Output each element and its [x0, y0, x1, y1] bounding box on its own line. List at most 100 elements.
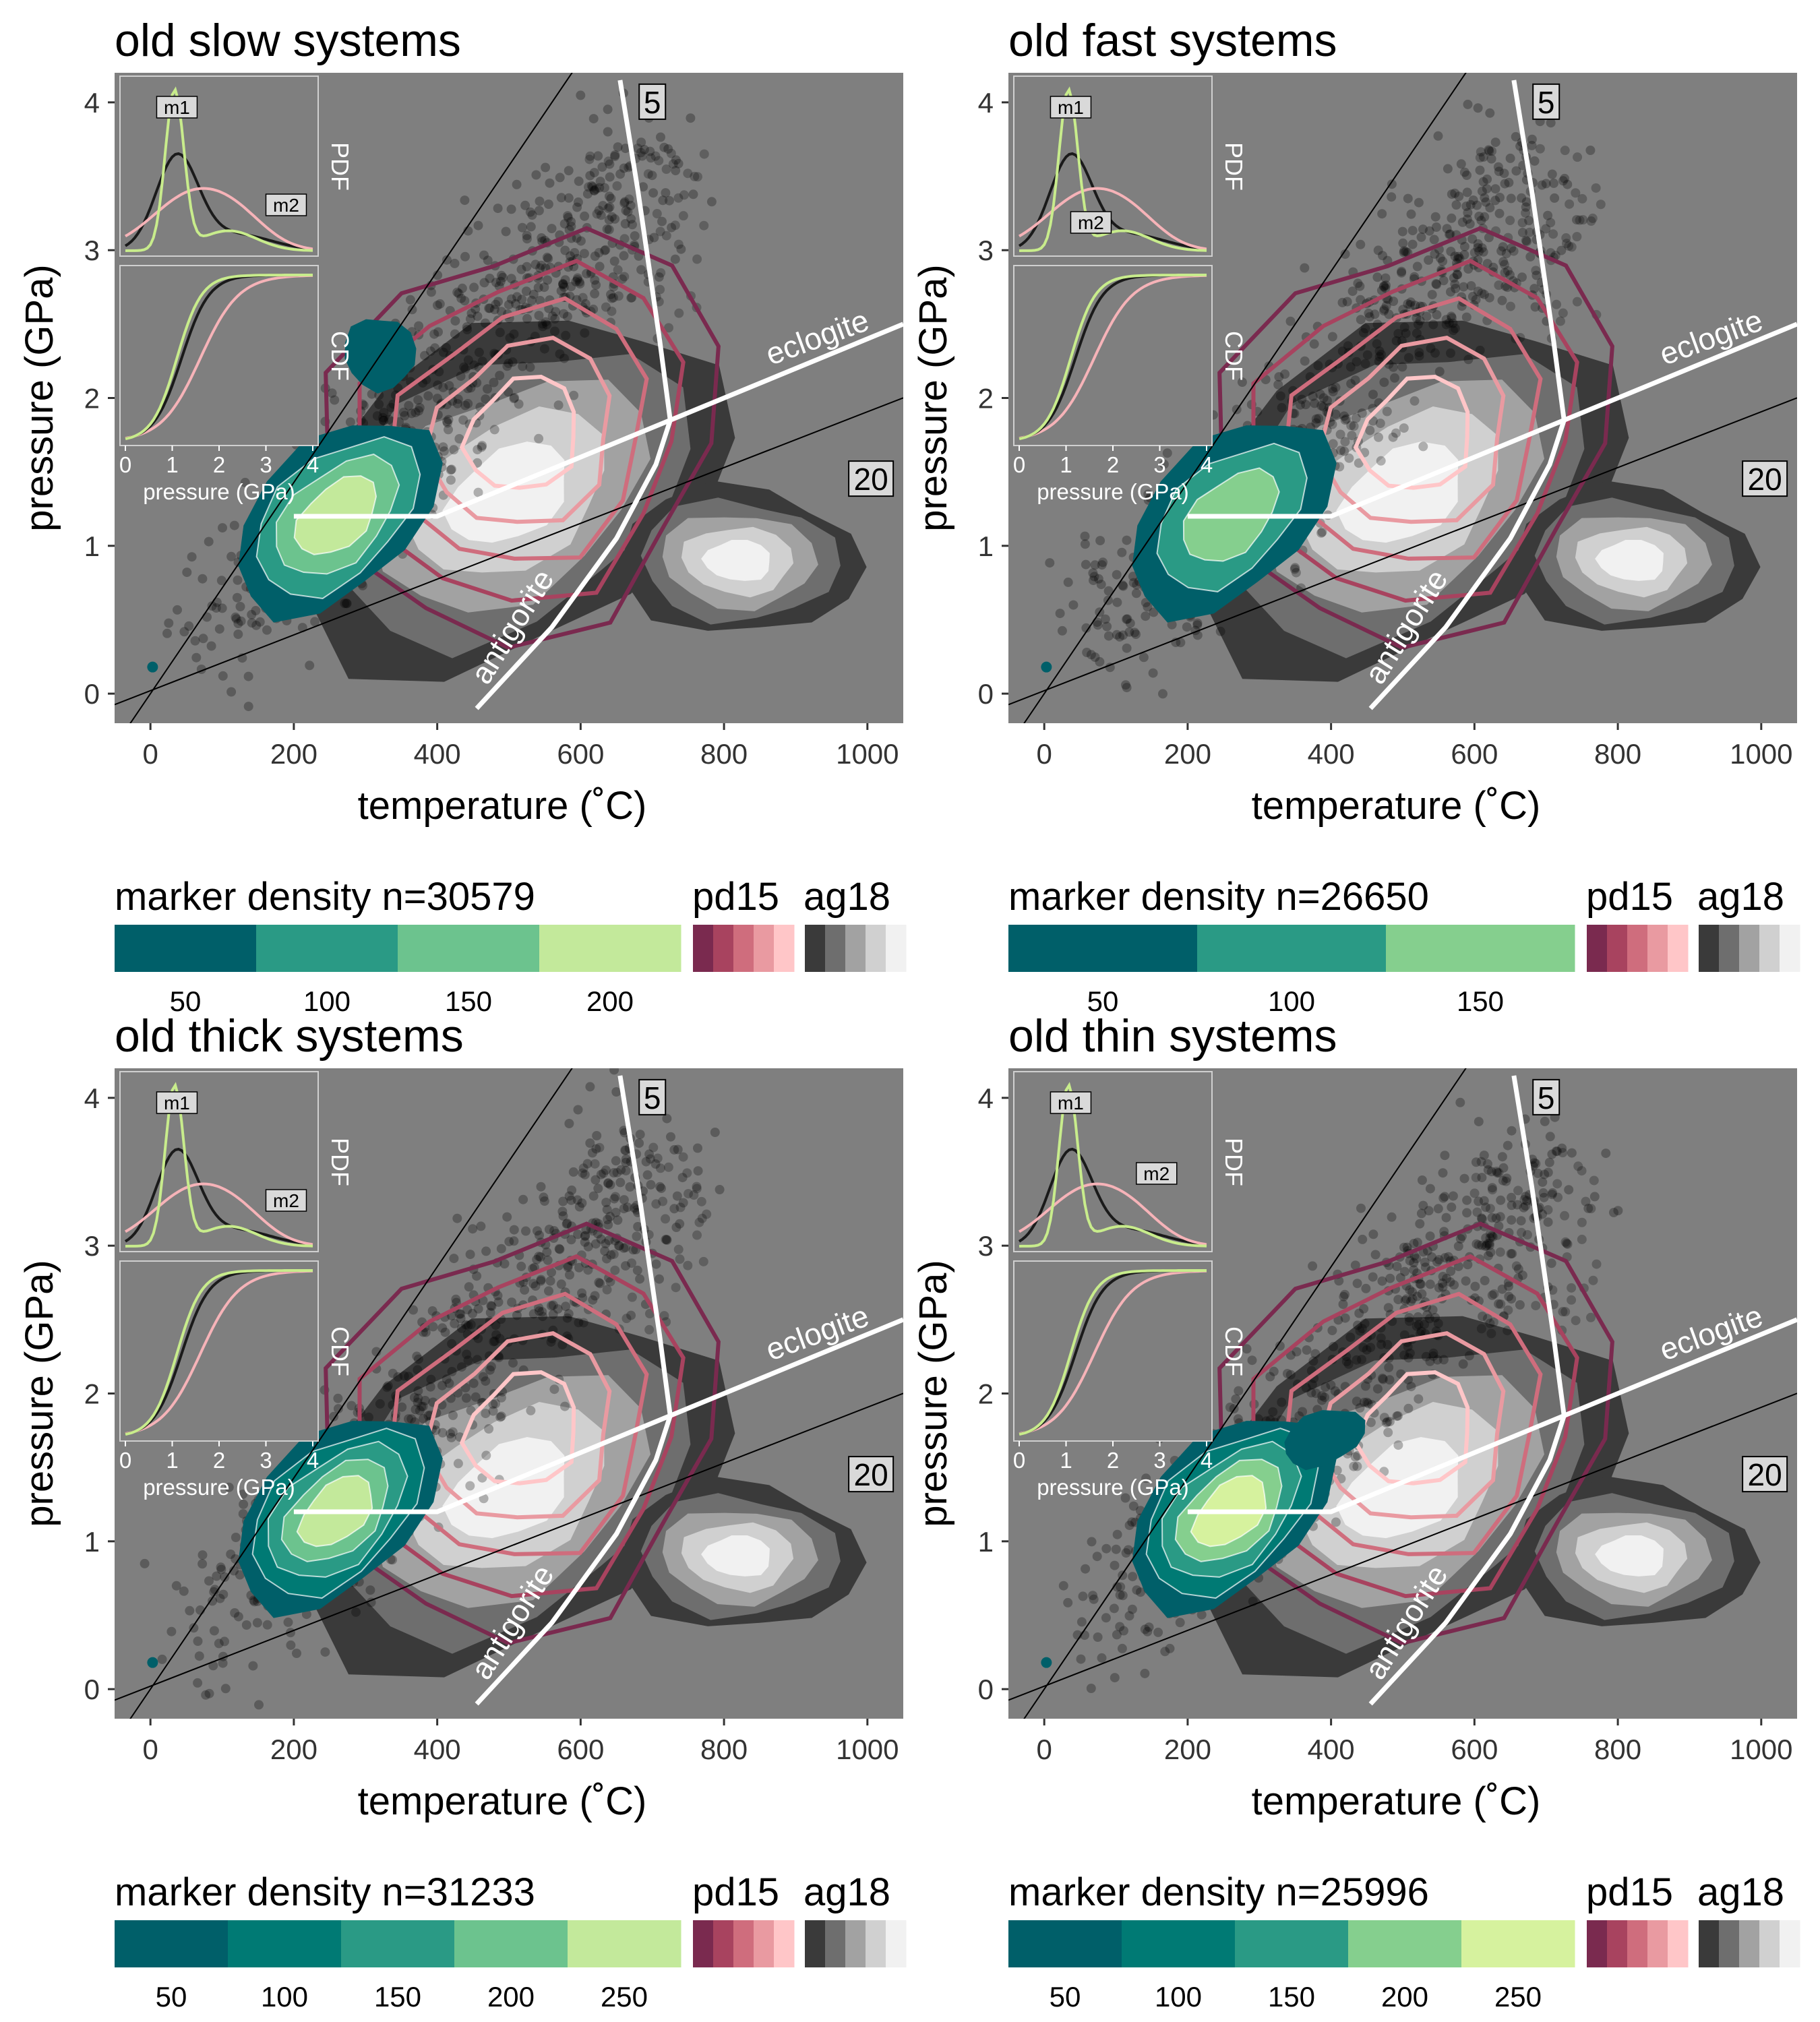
- marker-point: [671, 155, 681, 165]
- plot-area: [115, 73, 903, 723]
- marker-point: [1556, 245, 1567, 255]
- marker-point: [674, 308, 684, 318]
- marker-point: [1340, 1289, 1349, 1299]
- marker-point: [417, 1402, 427, 1411]
- y-tick-label: 0: [978, 1674, 994, 1705]
- marker-point: [495, 371, 505, 381]
- marker-point: [235, 1570, 245, 1580]
- marker-point: [1381, 280, 1391, 290]
- marker-point: [1480, 212, 1490, 222]
- marker-point: [1575, 215, 1585, 225]
- pd15-legend-swatch-4: [1647, 1920, 1668, 1967]
- marker-point: [1447, 1202, 1457, 1213]
- marker-point: [240, 477, 250, 487]
- marker-point: [1450, 188, 1460, 198]
- marker-point: [1560, 1237, 1571, 1247]
- marker-point: [333, 1404, 343, 1414]
- marker-point: [1393, 1411, 1403, 1421]
- marker-point: [517, 295, 527, 305]
- marker-point: [207, 601, 217, 611]
- marker-point: [575, 279, 585, 289]
- marker-point: [140, 1558, 150, 1568]
- marker-point: [1331, 409, 1341, 419]
- ag18-legend-swatch-1: [1699, 925, 1720, 972]
- marker-point: [428, 1322, 438, 1332]
- marker-point: [1455, 1234, 1465, 1244]
- marker-point: [330, 395, 340, 405]
- marker-point: [1317, 1391, 1327, 1401]
- marker-point: [460, 364, 471, 374]
- marker-point: [1058, 1581, 1068, 1591]
- marker-point: [601, 1165, 611, 1175]
- marker-point: [198, 1550, 208, 1560]
- marker-point: [623, 207, 633, 217]
- marker-point: [249, 1595, 259, 1605]
- density-legend-swatch-1: [115, 925, 257, 972]
- marker-point: [1567, 1283, 1577, 1293]
- marker-point: [1100, 614, 1110, 624]
- marker-point: [1399, 1330, 1409, 1340]
- marker-point: [1459, 282, 1469, 292]
- marker-point: [1571, 188, 1581, 198]
- marker-point: [1481, 197, 1491, 207]
- x-axis-title: temperature (˚C): [1252, 1779, 1541, 1823]
- marker-point: [1372, 319, 1383, 330]
- marker-point: [619, 251, 629, 261]
- marker-point: [460, 1382, 471, 1392]
- marker-point: [489, 1337, 499, 1347]
- marker-point: [1311, 414, 1321, 424]
- marker-point: [1572, 232, 1582, 242]
- marker-point: [530, 1281, 541, 1291]
- marker-point: [216, 1564, 226, 1574]
- ag18-contour-2-5: [701, 1535, 770, 1576]
- marker-point: [1478, 177, 1488, 187]
- marker-point: [465, 1481, 475, 1491]
- marker-point: [398, 407, 408, 417]
- marker-point: [456, 371, 466, 381]
- marker-point: [1400, 1295, 1410, 1306]
- density-legend-swatch-4: [1348, 1920, 1462, 1967]
- marker-point: [530, 1262, 539, 1273]
- marker-point: [1453, 270, 1463, 280]
- marker-point: [509, 329, 519, 339]
- marker-point: [217, 603, 227, 613]
- inset-pdf-strip: PDF: [1220, 142, 1248, 191]
- marker-point: [1391, 336, 1401, 346]
- marker-point: [1544, 1157, 1554, 1167]
- marker-point: [471, 304, 481, 314]
- inset-cdf-panel: [1013, 265, 1213, 446]
- marker-point: [1494, 1299, 1504, 1309]
- marker-point: [1445, 229, 1455, 239]
- panel-2: old fast systemseclogiteantigorite520PDF…: [911, 15, 1800, 1017]
- marker-point: [305, 661, 315, 671]
- marker-point: [1465, 219, 1475, 229]
- marker-point: [1506, 1249, 1516, 1259]
- marker-point: [463, 398, 473, 408]
- marker-point: [1497, 1152, 1507, 1162]
- marker-point: [671, 1223, 681, 1232]
- marker-point: [1397, 362, 1407, 372]
- marker-point: [1393, 329, 1403, 338]
- pdf-line-black: [1018, 152, 1207, 251]
- marker-point: [659, 1311, 669, 1321]
- marker-point: [327, 388, 337, 398]
- marker-point: [1300, 356, 1310, 366]
- marker-point: [661, 1235, 671, 1245]
- marker-point: [229, 520, 239, 530]
- marker-point: [1448, 318, 1458, 328]
- marker-point: [1476, 147, 1486, 157]
- pd15-legend-swatch-1: [1587, 1920, 1608, 1967]
- marker-point: [477, 442, 487, 452]
- marker-point: [1517, 193, 1527, 203]
- marker-point: [437, 1428, 448, 1438]
- x-tick-label: 1000: [1730, 738, 1792, 770]
- marker-point: [1123, 1545, 1133, 1555]
- peak-label-m1: m1: [1058, 1093, 1084, 1113]
- marker-point: [1310, 398, 1320, 408]
- marker-point: [546, 1337, 556, 1347]
- marker-point: [1473, 286, 1483, 297]
- density-legend-tick: 150: [374, 1981, 421, 2013]
- peak-label-m2: m2: [1078, 212, 1104, 233]
